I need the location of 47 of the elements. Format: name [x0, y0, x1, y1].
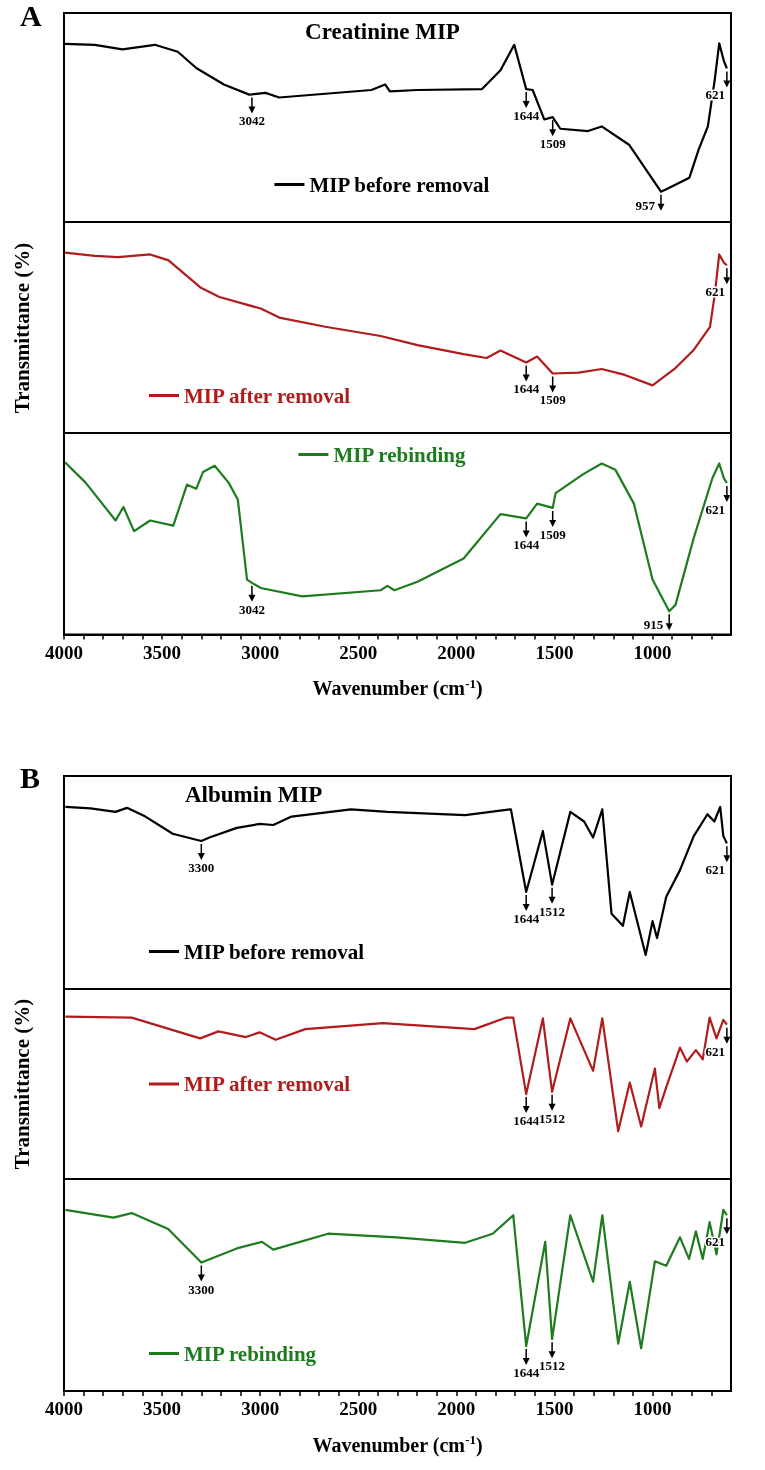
x-tick-label: 3500: [143, 1398, 182, 1419]
x-tick-label: 3000: [241, 641, 280, 663]
annotation: 3042: [238, 113, 265, 129]
annotation: 1644: [513, 1365, 540, 1381]
annotation: 1644: [513, 537, 540, 553]
y-axis-title: Transmittance (%): [9, 998, 35, 1170]
chart-title: Creatinine MIP: [305, 19, 460, 44]
annotation: 621: [705, 1043, 725, 1059]
legend-label: MIP after removal: [184, 383, 351, 408]
legend-label: MIP rebinding: [333, 442, 466, 467]
x-tick-label: 4000: [45, 641, 83, 663]
x-tick-label: 2500: [339, 1398, 378, 1419]
x-tick-label: 3500: [143, 641, 182, 663]
x-tick-label: 4000: [45, 1398, 83, 1419]
annotation: 1644: [513, 108, 540, 124]
text: A: [20, 0, 42, 32]
legend-label: MIP before removal: [309, 172, 490, 197]
annotation: 621: [705, 862, 725, 878]
y-axis-title: Transmittance (%): [9, 242, 35, 413]
annotation: 1512: [539, 1358, 566, 1374]
x-tick-label: 1000: [633, 641, 672, 663]
annotation: 3300: [188, 1281, 215, 1297]
x-tick-label: 3000: [241, 1398, 280, 1419]
annotation: 3042: [238, 601, 265, 617]
x-tick-label: 2000: [437, 641, 476, 663]
annotation: 1644: [513, 1113, 540, 1129]
annotation: 1644: [513, 910, 540, 926]
text: B: [20, 760, 41, 794]
annotation: 957: [635, 197, 656, 213]
legend-label: MIP after removal: [184, 1072, 351, 1096]
x-tick-label: 2000: [437, 1398, 476, 1419]
annotation: 1509: [539, 526, 567, 542]
annotation: 1644: [513, 381, 540, 397]
annotation: 1512: [539, 903, 566, 919]
annotation: 1512: [539, 1110, 566, 1126]
annotation: 1509: [539, 136, 567, 152]
legend-label: MIP before removal: [184, 939, 365, 964]
annotation: 915: [643, 617, 664, 633]
x-tick-label: 1000: [633, 1398, 672, 1419]
annotation: 3300: [188, 859, 215, 875]
x-tick-label: 1500: [535, 1398, 574, 1419]
chart-title: Albumin MIP: [185, 782, 323, 807]
annotation: 1509: [539, 392, 567, 408]
x-tick-label: 2500: [339, 641, 378, 663]
x-tick-label: 1500: [535, 641, 574, 663]
annotation: 621: [705, 501, 725, 517]
legend-label: MIP rebinding: [184, 1341, 317, 1366]
